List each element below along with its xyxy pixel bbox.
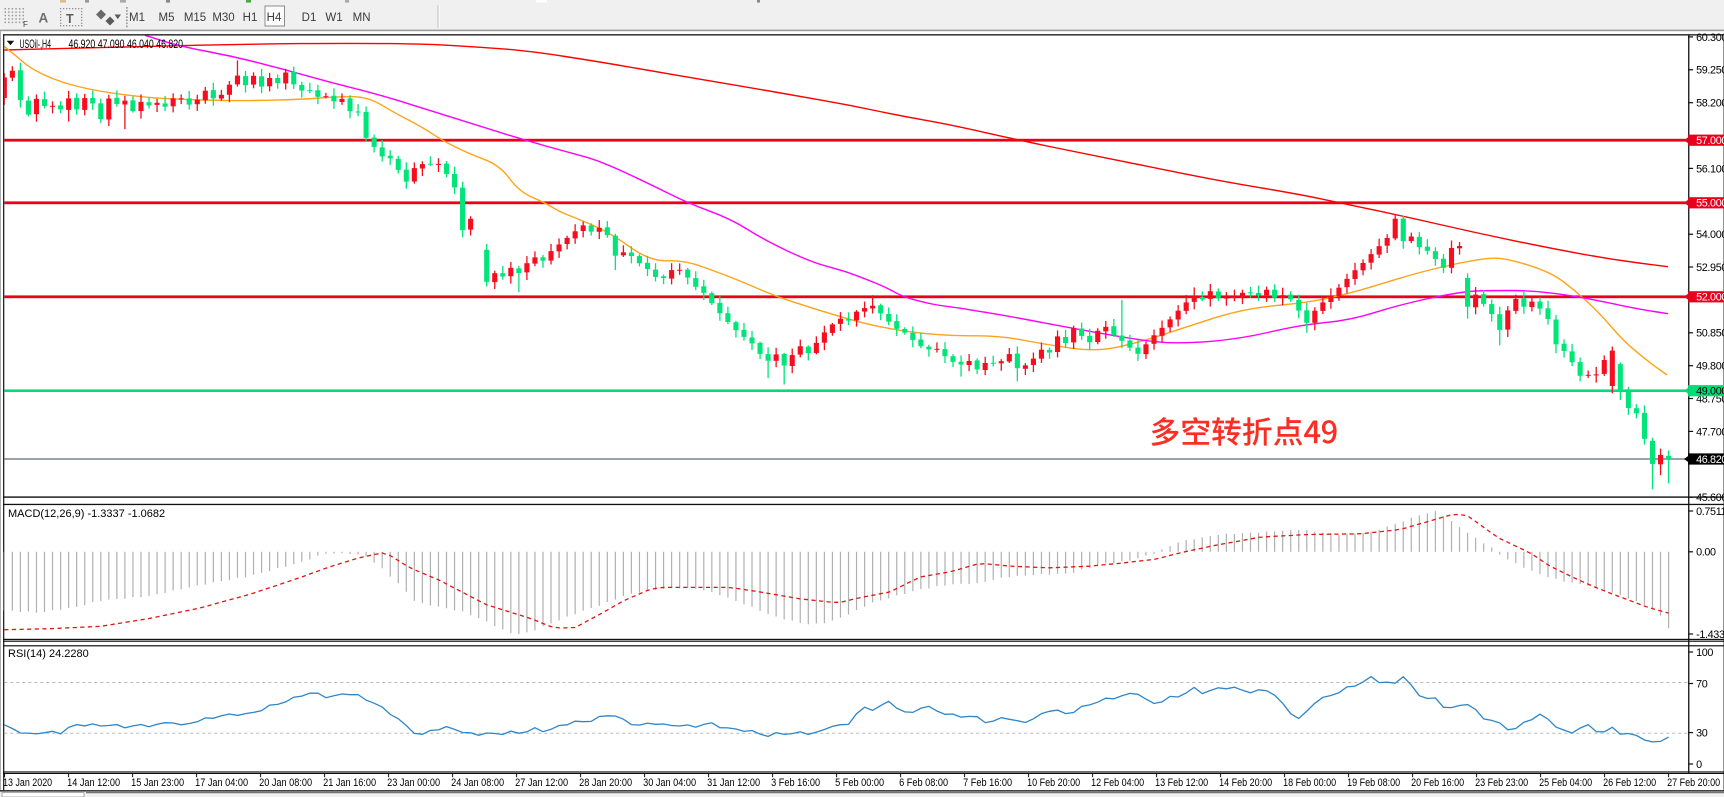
svg-text:MACD(12,26,9) -1.3337 -1.0682: MACD(12,26,9) -1.3337 -1.0682 <box>8 508 165 520</box>
svg-text:15 Jan 23:00: 15 Jan 23:00 <box>131 777 184 789</box>
svg-text:23 Feb 23:00: 23 Feb 23:00 <box>1475 777 1528 789</box>
svg-text:-1.433: -1.433 <box>1696 629 1724 641</box>
svg-text:14 Jan 12:00: 14 Jan 12:00 <box>67 777 120 789</box>
svg-text:18 Feb 00:00: 18 Feb 00:00 <box>1283 777 1336 789</box>
svg-text:48.750: 48.750 <box>1696 393 1724 405</box>
svg-text:100: 100 <box>1696 647 1713 659</box>
svg-text:6 Feb 08:00: 6 Feb 08:00 <box>899 777 948 789</box>
svg-text:3 Feb 16:00: 3 Feb 16:00 <box>771 777 820 789</box>
svg-text:30: 30 <box>1696 728 1708 740</box>
svg-text:13 Jan 2020: 13 Jan 2020 <box>3 777 52 789</box>
svg-text:0: 0 <box>1696 759 1702 771</box>
svg-text:55.000: 55.000 <box>1696 198 1724 210</box>
svg-text:25 Feb 04:00: 25 Feb 04:00 <box>1539 777 1592 789</box>
svg-text:54.000: 54.000 <box>1696 229 1724 241</box>
svg-text:49.800: 49.800 <box>1696 361 1724 373</box>
svg-text:20 Feb 16:00: 20 Feb 16:00 <box>1411 777 1464 789</box>
svg-text:M30: M30 <box>212 12 234 24</box>
svg-text:49.000: 49.000 <box>1696 386 1724 398</box>
svg-text:W1: W1 <box>325 12 342 24</box>
svg-text:27 Jan 12:00: 27 Jan 12:00 <box>515 777 568 789</box>
svg-text:23 Jan 00:00: 23 Jan 00:00 <box>387 777 440 789</box>
svg-text:M15: M15 <box>184 12 206 24</box>
svg-text:0.7511: 0.7511 <box>1696 506 1724 518</box>
svg-text:D1: D1 <box>302 12 317 24</box>
svg-text:50.850: 50.850 <box>1696 328 1724 340</box>
svg-text:M5: M5 <box>159 12 175 24</box>
svg-text:58.200: 58.200 <box>1696 98 1724 110</box>
svg-text:52.000: 52.000 <box>1696 292 1724 304</box>
svg-text:A: A <box>39 11 49 26</box>
svg-text:24 Jan 08:00: 24 Jan 08:00 <box>451 777 504 789</box>
svg-text:MN: MN <box>353 12 371 24</box>
svg-text:28 Jan 20:00: 28 Jan 20:00 <box>579 777 632 789</box>
svg-text:30 Jan 04:00: 30 Jan 04:00 <box>643 777 696 789</box>
svg-text:M1: M1 <box>129 12 145 24</box>
svg-text:70: 70 <box>1696 678 1708 690</box>
svg-text:57.000: 57.000 <box>1696 135 1724 147</box>
svg-text:14 Feb 20:00: 14 Feb 20:00 <box>1219 777 1272 789</box>
svg-text:13 Feb 12:00: 13 Feb 12:00 <box>1155 777 1208 789</box>
svg-text:46.820: 46.820 <box>1696 454 1724 466</box>
svg-text:10 Feb 20:00: 10 Feb 20:00 <box>1027 777 1080 789</box>
svg-text:26 Feb 12:00: 26 Feb 12:00 <box>1603 777 1656 789</box>
svg-text:F: F <box>23 20 28 29</box>
svg-text:T: T <box>66 12 74 26</box>
svg-text:19 Feb 08:00: 19 Feb 08:00 <box>1347 777 1400 789</box>
svg-text:USOil-,H4: USOil-,H4 <box>20 37 52 51</box>
svg-text:21 Jan 16:00: 21 Jan 16:00 <box>323 777 376 789</box>
svg-text:59.250: 59.250 <box>1696 65 1724 77</box>
svg-text:27 Feb 20:00: 27 Feb 20:00 <box>1667 777 1720 789</box>
svg-text:45.600: 45.600 <box>1696 492 1724 504</box>
svg-text:RSI(14) 24.2280: RSI(14) 24.2280 <box>8 648 89 660</box>
svg-text:52.950: 52.950 <box>1696 262 1724 274</box>
svg-text:0.00: 0.00 <box>1696 547 1716 559</box>
svg-text:20 Jan 08:00: 20 Jan 08:00 <box>259 777 312 789</box>
svg-text:12 Feb 04:00: 12 Feb 04:00 <box>1091 777 1144 789</box>
svg-text:31 Jan 12:00: 31 Jan 12:00 <box>707 777 760 789</box>
svg-text:46.920 47.090 46.040 46.820: 46.920 47.090 46.040 46.820 <box>69 37 184 51</box>
svg-text:47.700: 47.700 <box>1696 426 1724 438</box>
svg-text:5 Feb 00:00: 5 Feb 00:00 <box>835 777 884 789</box>
svg-text:56.100: 56.100 <box>1696 163 1724 175</box>
svg-text:H4: H4 <box>267 12 282 24</box>
svg-text:60.300: 60.300 <box>1696 32 1724 44</box>
svg-text:17 Jan 04:00: 17 Jan 04:00 <box>195 777 248 789</box>
svg-text:7 Feb 16:00: 7 Feb 16:00 <box>963 777 1012 789</box>
svg-text:H1: H1 <box>243 12 258 24</box>
